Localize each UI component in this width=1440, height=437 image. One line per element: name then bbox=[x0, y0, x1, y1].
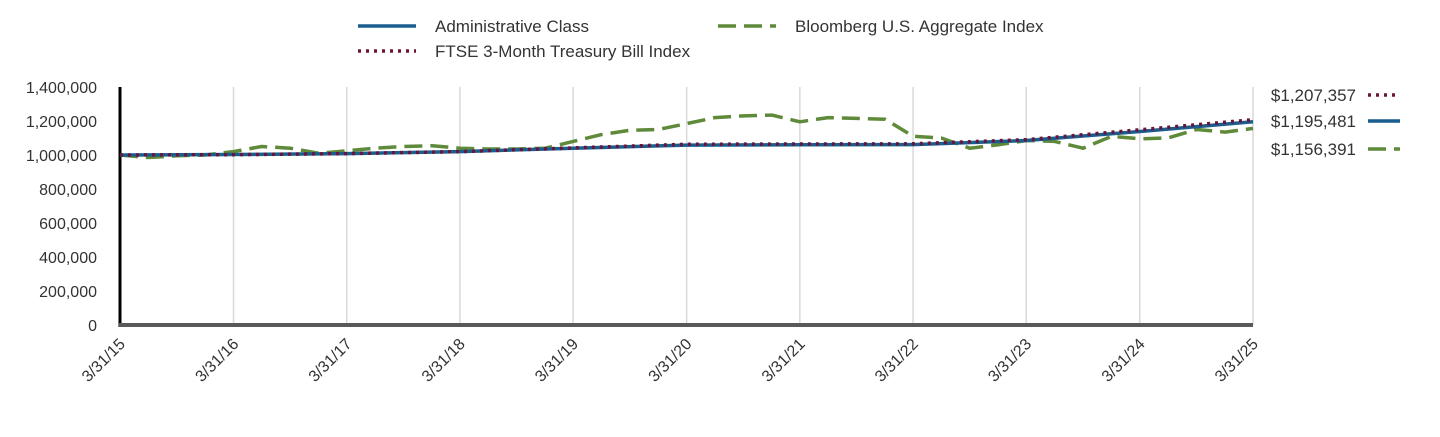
y-tick-label: 800,000 bbox=[39, 182, 97, 199]
end-value-label: $1,156,391 bbox=[1271, 140, 1356, 159]
x-tick-label: 3/31/17 bbox=[306, 336, 356, 386]
y-tick-label: 1,200,000 bbox=[26, 114, 97, 131]
x-tick-label: 3/31/19 bbox=[532, 336, 582, 386]
y-tick-label: 600,000 bbox=[39, 216, 97, 233]
y-tick-label: 200,000 bbox=[39, 284, 97, 301]
x-tick-label: 3/31/24 bbox=[1099, 336, 1149, 386]
x-tick-label: 3/31/16 bbox=[193, 336, 243, 386]
y-tick-label: 400,000 bbox=[39, 250, 97, 267]
x-tick-label: 3/31/20 bbox=[646, 336, 696, 386]
y-tick-label: 1,400,000 bbox=[26, 80, 97, 97]
x-tick-label: 3/31/21 bbox=[759, 336, 809, 386]
axes: 1,400,000 1,200,000 1,000,000 800,000 600,00… bbox=[26, 80, 1262, 386]
x-tick-label: 3/31/22 bbox=[872, 336, 922, 386]
end-value-label: $1,195,481 bbox=[1271, 112, 1356, 131]
y-tick-label: 1,000,000 bbox=[26, 148, 97, 165]
x-tick-label: 3/31/25 bbox=[1212, 336, 1262, 386]
y-tick-label: 0 bbox=[88, 318, 97, 335]
grid bbox=[232, 87, 1254, 325]
series-lines bbox=[119, 113, 1254, 160]
x-tick-label: 3/31/15 bbox=[79, 336, 129, 386]
end-labels: $1,207,357 $1,195,481 $1,156,391 bbox=[1271, 86, 1400, 159]
x-tick-label: 3/31/18 bbox=[419, 336, 469, 386]
legend-label: Bloomberg U.S. Aggregate Index bbox=[795, 17, 1044, 36]
legend: Administrative Class Bloomberg U.S. Aggre… bbox=[358, 17, 1044, 61]
end-value-label: $1,207,357 bbox=[1271, 86, 1356, 105]
x-tick-label: 3/31/23 bbox=[985, 336, 1035, 386]
legend-label: Administrative Class bbox=[435, 17, 589, 36]
series-line bbox=[119, 113, 1254, 160]
series-line bbox=[119, 117, 1254, 157]
legend-label: FTSE 3-Month Treasury Bill Index bbox=[435, 42, 691, 61]
